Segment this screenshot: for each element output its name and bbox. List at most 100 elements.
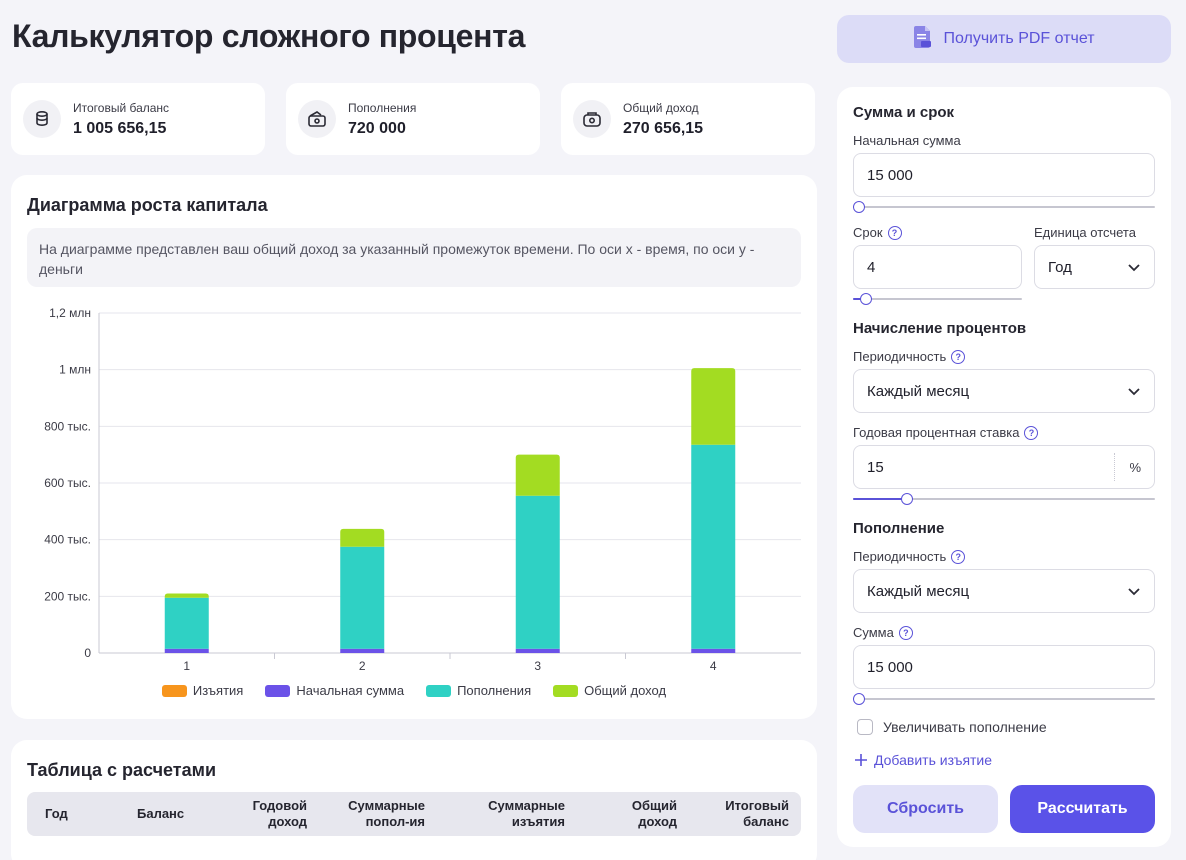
summary-label: Пополнения <box>348 100 417 115</box>
annual-rate-input[interactable]: 15 % <box>853 445 1155 489</box>
column-header: Годовой доход <box>252 798 307 829</box>
wallet-icon <box>298 100 336 138</box>
slider-thumb[interactable] <box>859 293 872 305</box>
y-tick-label: 0 <box>84 646 91 660</box>
deposit-amount-label: Сумма? <box>853 625 913 640</box>
bar-segment <box>691 368 736 445</box>
legend-item[interactable]: Изъятия <box>161 683 244 698</box>
interest-frequency-select[interactable]: Каждый месяц <box>853 369 1155 413</box>
bar-segment <box>515 454 560 496</box>
slider-thumb[interactable] <box>853 693 865 705</box>
bar-segment <box>515 495 560 649</box>
summary-value: 1 005 656,15 <box>73 119 167 137</box>
chart-legend: Изъятия Начальная сумма Пополнения Общий до… <box>11 683 817 698</box>
plus-icon <box>855 754 867 766</box>
y-tick-label: 1,2 млн <box>49 306 91 320</box>
legend-swatch <box>426 684 452 697</box>
chevron-down-icon <box>1128 264 1140 272</box>
summary-label: Общий доход <box>623 100 699 115</box>
initial-amount-label: Начальная сумма <box>853 133 961 148</box>
term-section-title: Сумма и срок <box>853 104 955 121</box>
chart-title: Диаграмма роста капитала <box>27 195 268 215</box>
table-header: Год Баланс Годовой доход Суммарные попол… <box>27 792 801 836</box>
bar-segment <box>340 528 385 547</box>
annual-rate-slider[interactable] <box>853 492 1155 506</box>
y-tick-label: 200 тыс. <box>44 589 91 603</box>
bar-segment <box>164 648 209 653</box>
deposit-section-title: Пополнение <box>853 520 945 537</box>
legend-label: Изъятия <box>192 683 244 698</box>
legend-swatch <box>553 684 579 697</box>
x-tick-label: 4 <box>710 659 717 673</box>
income-icon <box>573 100 611 138</box>
legend-swatch <box>265 684 291 697</box>
initial-amount-slider[interactable] <box>853 200 1155 214</box>
unit-select[interactable]: Год <box>1034 245 1155 289</box>
column-header: Суммарные изъятия <box>488 798 565 829</box>
legend-label: Начальная сумма <box>296 683 405 698</box>
deposit-amount-slider[interactable] <box>853 692 1155 706</box>
slider-thumb[interactable] <box>901 493 914 505</box>
help-icon[interactable]: ? <box>951 349 966 364</box>
y-tick-label: 1 млн <box>59 363 91 377</box>
summary-label: Итоговый баланс <box>73 100 170 115</box>
add-withdrawal-link[interactable]: Добавить изъятие <box>854 752 992 768</box>
reset-button[interactable]: Сбросить <box>853 785 998 833</box>
summary-card-total-income: Общий доход 270 656,15 <box>561 83 815 155</box>
chart-description: На диаграмме представлен ваш общий доход… <box>27 228 801 287</box>
increase-deposit-checkbox[interactable] <box>857 719 873 735</box>
table-title: Таблица с расчетами <box>27 760 217 780</box>
legend-item[interactable]: Общий доход <box>553 683 666 698</box>
pdf-button-label: Получить PDF отчет <box>943 30 1095 47</box>
interest-frequency-label: Периодичность? <box>853 349 966 364</box>
increase-deposit-label: Увеличивать пополнение <box>883 719 1047 735</box>
x-tick-label: 1 <box>183 659 190 673</box>
legend-item[interactable]: Начальная сумма <box>265 683 404 698</box>
summary-card-deposits: Пополнения 720 000 <box>286 83 540 155</box>
bar-segment <box>164 597 209 649</box>
annual-rate-label: Годовая процентная ставка? <box>853 425 1039 440</box>
deposit-frequency-select[interactable]: Каждый месяц <box>853 569 1155 613</box>
y-tick-label: 400 тыс. <box>44 533 91 547</box>
get-pdf-report-button[interactable]: Получить PDF отчет <box>837 15 1171 63</box>
interest-section-title: Начисление процентов <box>853 320 1027 337</box>
help-icon[interactable]: ? <box>951 549 966 564</box>
capital-growth-chart-card: Диаграмма роста капитала На диаграмме пр… <box>11 175 817 719</box>
pdf-file-icon <box>913 25 933 54</box>
summary-value: 270 656,15 <box>623 119 704 137</box>
deposit-frequency-label: Периодичность? <box>853 549 966 564</box>
bar-segment <box>340 546 385 649</box>
bar-segment <box>691 444 736 649</box>
legend-item[interactable]: Пополнения <box>426 683 531 698</box>
page-title: Калькулятор сложного процента <box>12 18 526 54</box>
legend-label: Общий доход <box>584 683 667 698</box>
help-icon[interactable]: ? <box>898 625 913 640</box>
column-header: Общий доход <box>631 798 677 829</box>
term-input[interactable]: 4 <box>853 245 1022 289</box>
deposit-amount-input[interactable]: 15 000 <box>853 645 1155 689</box>
percent-unit: % <box>1114 453 1141 481</box>
x-tick-label: 3 <box>534 659 541 673</box>
calculate-button[interactable]: Рассчитать <box>1010 785 1155 833</box>
chevron-down-icon <box>1128 388 1140 396</box>
bar-segment <box>515 648 560 653</box>
help-icon[interactable]: ? <box>887 225 902 240</box>
initial-amount-input[interactable]: 15 000 <box>853 153 1155 197</box>
bar-segment <box>340 648 385 653</box>
column-header: Баланс <box>137 806 185 821</box>
term-slider[interactable] <box>853 292 1022 306</box>
increase-deposit-option[interactable]: Увеличивать пополнение <box>857 719 1047 735</box>
column-header: Суммарные попол-ия <box>348 798 425 829</box>
settings-panel: Сумма и срок Начальная сумма 15 000 Срок… <box>837 87 1171 847</box>
capital-growth-chart: 0 200 тыс. 400 тыс. 600 тыс. 800 тыс. 1 млн 1,… <box>44 306 801 673</box>
help-icon[interactable]: ? <box>1024 425 1039 440</box>
y-tick-label: 600 тыс. <box>44 476 91 490</box>
legend-label: Пополнения <box>457 683 532 698</box>
summary-value: 720 000 <box>348 119 406 137</box>
column-header: Итоговый баланс <box>725 798 789 829</box>
term-label: Срок? <box>853 225 902 240</box>
summary-card-final-balance: Итоговый баланс 1 005 656,15 <box>11 83 265 155</box>
slider-thumb[interactable] <box>853 201 865 213</box>
bar-segment <box>691 648 736 653</box>
chevron-down-icon <box>1128 588 1140 596</box>
